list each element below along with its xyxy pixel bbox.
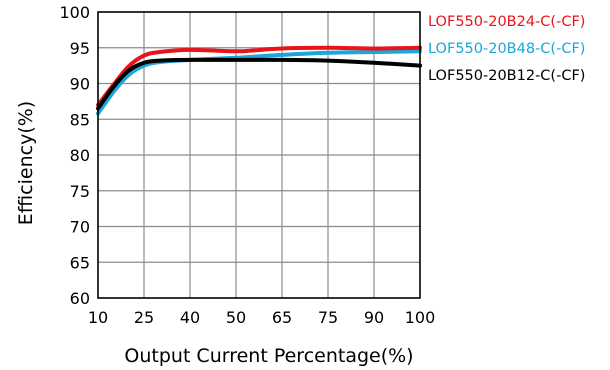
x-tick-label: 50 — [226, 308, 246, 327]
series-line-3 — [96, 57, 422, 111]
y-tick-label: 95 — [70, 39, 90, 58]
legend-entry-2: LOF550-20B48-C(-CF) — [428, 41, 585, 57]
x-tick-label: 40 — [180, 308, 200, 327]
series-line-1 — [96, 45, 422, 107]
x-tick-label: 65 — [272, 308, 292, 327]
series-lines — [96, 45, 422, 116]
x-axis-label: Output Current Percentage(%) — [124, 345, 413, 367]
y-tick-label: 65 — [70, 253, 90, 272]
x-tick-label: 10 — [88, 308, 108, 327]
legend-entry-3: LOF550-20B12-C(-CF) — [428, 68, 585, 84]
y-tick-labels: 60 65 70 75 80 85 90 95 100 — [59, 3, 90, 308]
x-tick-label: 25 — [134, 308, 154, 327]
y-tick-label: 80 — [70, 146, 90, 165]
legend: LOF550-20B24-C(-CF) LOF550-20B48-C(-CF) LO… — [428, 14, 585, 84]
y-axis-label: Efficiency(%) — [15, 101, 37, 225]
plot-frame — [97, 11, 421, 299]
y-tick-label: 60 — [70, 289, 90, 308]
y-tick-label: 70 — [70, 218, 90, 237]
x-tick-label: 100 — [405, 308, 436, 327]
x-tick-labels: 10 25 40 50 65 75 90 100 — [88, 308, 435, 327]
x-tick-label: 90 — [364, 308, 384, 327]
y-tick-label: 100 — [59, 3, 90, 22]
legend-entry-1: LOF550-20B24-C(-CF) — [428, 14, 585, 30]
y-tick-label: 90 — [70, 75, 90, 94]
x-tick-label: 75 — [318, 308, 338, 327]
y-tick-label: 75 — [70, 182, 90, 201]
y-tick-label: 85 — [70, 110, 90, 129]
